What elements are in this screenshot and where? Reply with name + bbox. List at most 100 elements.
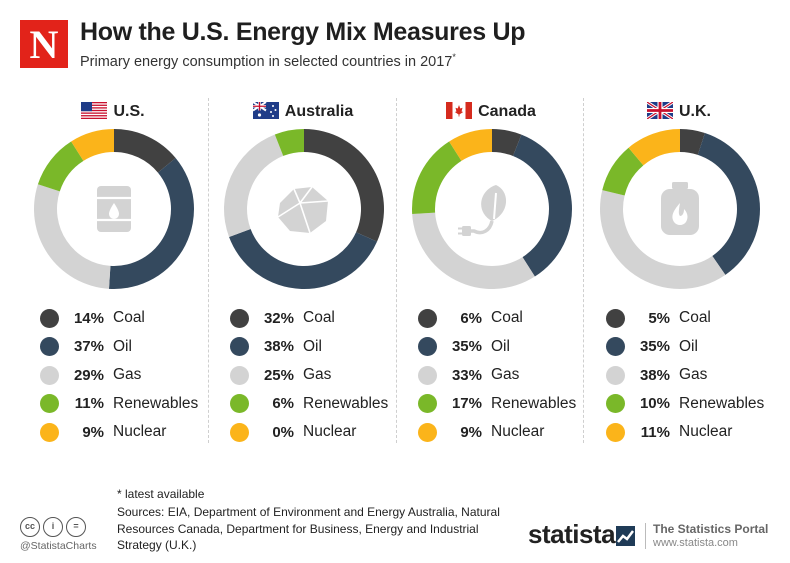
legend-label: Oil: [491, 337, 510, 355]
legend-row: 35% Oil: [418, 333, 583, 362]
legend-row: 6% Coal: [418, 304, 583, 333]
legend-label: Renewables: [679, 394, 765, 412]
license-icons: cc i =: [20, 517, 86, 537]
country-header: U.S.: [18, 102, 208, 121]
legend-row: 11% Renewables: [40, 390, 205, 419]
panel-divider: [583, 98, 584, 443]
country-panel: Canada 6% Coal 35% Oil 33% Gas 17% Renewables 9% N…: [396, 96, 586, 451]
portal-label: The Statistics Portal: [653, 522, 769, 536]
country-name: Australia: [284, 103, 354, 120]
donut-slice-nuclear: [628, 129, 680, 166]
legend-row: 33% Gas: [418, 361, 583, 390]
donut-slice-nuclear: [71, 129, 114, 161]
data-label: 6%: [272, 395, 294, 413]
country-panel: U.S. 14% Coal 37% Oil 29% Gas 11% Renewables 9% Nu…: [18, 96, 208, 451]
legend-row: 38% Gas: [606, 361, 771, 390]
legend-swatch-gas: [418, 365, 437, 385]
chart-title: How the U.S. Energy Mix Measures Up: [80, 18, 526, 46]
data-label: 11%: [74, 395, 104, 413]
legend-label: Oil: [679, 337, 698, 355]
legend-row: 32% Coal: [230, 304, 395, 333]
legend-row: 14% Coal: [40, 304, 205, 333]
footnote: * latest available: [117, 487, 205, 501]
portal-separator: [645, 523, 646, 549]
data-label: 10%: [639, 395, 670, 413]
data-label: 33%: [451, 366, 482, 384]
donut-slice-oil: [697, 132, 760, 275]
data-label: 9%: [460, 423, 482, 441]
legend-row: 10% Renewables: [606, 390, 771, 419]
legend-row: 6% Renewables: [230, 390, 395, 419]
legend-row: 25% Gas: [230, 361, 395, 390]
legend-row: 5% Coal: [606, 304, 771, 333]
legend-swatch-gas: [40, 365, 59, 385]
country-name: U.S.: [113, 103, 145, 120]
donut-slice-coal: [304, 129, 384, 242]
legend-label: Nuclear: [679, 423, 733, 441]
newsweek-logo: N: [20, 20, 68, 68]
legend-swatch-nuclear: [230, 422, 249, 442]
donut-chart: [412, 129, 572, 289]
donut-slice-oil: [108, 158, 194, 289]
legend: 32% Coal 38% Oil 25% Gas 6% Renewables 0% Nuclear: [230, 304, 395, 447]
legend-row: 38% Oil: [230, 333, 395, 362]
legend-row: 0% Nuclear: [230, 418, 395, 447]
legend-row: 17% Renewables: [418, 390, 583, 419]
legend-row: 9% Nuclear: [418, 418, 583, 447]
data-label: 29%: [73, 366, 104, 384]
legend-label: Oil: [113, 337, 132, 355]
oil-barrel-icon: [97, 186, 131, 232]
country-name: U.K.: [679, 103, 711, 120]
legend-swatch-coal: [418, 308, 437, 328]
flag-icon: [446, 102, 473, 119]
donut-slice-renewables: [412, 141, 462, 215]
subtitle-text: Primary energy consumption in selected c…: [80, 53, 453, 70]
legend-swatch-coal: [230, 308, 249, 328]
data-label: 5%: [648, 309, 670, 327]
panel-divider: [396, 98, 397, 443]
flag-icon: [252, 102, 279, 119]
legend-label: Nuclear: [303, 423, 357, 441]
legend-label: Oil: [303, 337, 322, 355]
donut-slice-oil: [229, 228, 378, 289]
legend-swatch-renewables: [606, 394, 625, 414]
legend-swatch-oil: [40, 337, 59, 357]
data-label: 32%: [263, 309, 294, 327]
legend-swatch-renewables: [418, 394, 437, 414]
donut-slice-coal: [680, 129, 705, 155]
gas-canister-icon: [661, 182, 699, 235]
legend-label: Gas: [113, 366, 142, 384]
no-derivatives-icon: =: [66, 517, 86, 537]
creative-commons-icon: cc: [20, 517, 40, 537]
legend-label: Coal: [113, 309, 145, 327]
twitter-handle: @StatistaCharts: [20, 540, 97, 552]
legend-swatch-gas: [230, 365, 249, 385]
legend-row: 29% Gas: [40, 361, 205, 390]
legend-label: Coal: [679, 309, 711, 327]
donut-slice-coal: [114, 129, 176, 173]
donut-slice-renewables: [274, 129, 304, 156]
data-label: 35%: [451, 338, 482, 356]
legend-label: Nuclear: [113, 423, 167, 441]
legend-swatch-renewables: [40, 394, 59, 414]
legend: 6% Coal 35% Oil 33% Gas 17% Renewables 9% Nuclear: [418, 304, 583, 447]
legend-swatch-oil: [230, 337, 249, 357]
data-label: 35%: [639, 338, 670, 356]
data-label: 6%: [460, 309, 482, 327]
donut-slice-nuclear: [449, 129, 492, 161]
legend-row: 11% Nuclear: [606, 418, 771, 447]
donut-slice-gas: [412, 212, 535, 289]
legend-swatch-nuclear: [40, 422, 59, 442]
data-label: 0%: [272, 423, 294, 441]
legend-label: Coal: [491, 309, 523, 327]
leaf-plug-icon: [458, 185, 507, 236]
legend-label: Coal: [303, 309, 335, 327]
data-label: 9%: [82, 423, 104, 441]
coal-lump-icon: [277, 186, 329, 234]
donut-chart: [600, 129, 760, 289]
chart-subtitle: Primary energy consumption in selected c…: [80, 52, 456, 70]
legend-label: Gas: [679, 366, 708, 384]
subtitle-footnote-mark: *: [452, 52, 456, 62]
legend-swatch-oil: [418, 337, 437, 357]
statista-logo-icon: [616, 526, 635, 546]
